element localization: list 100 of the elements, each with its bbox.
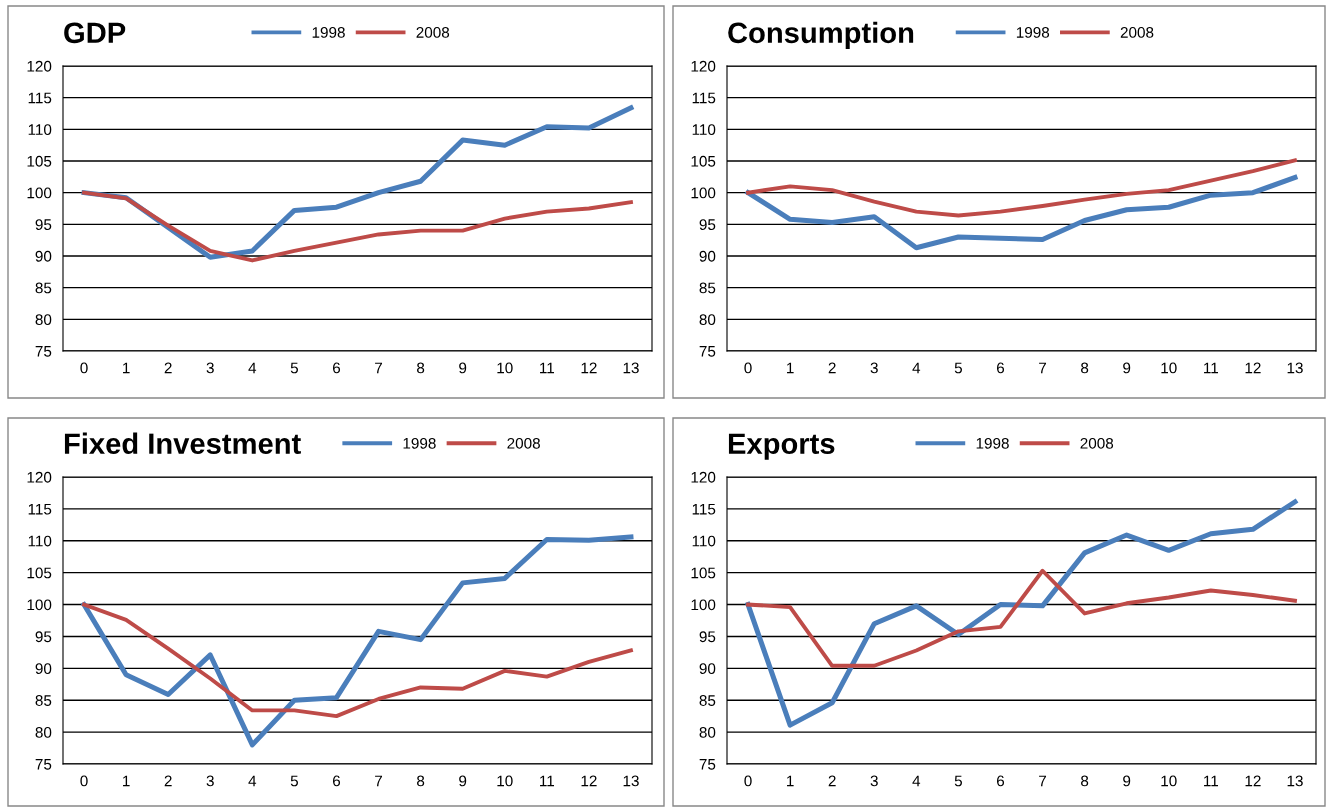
y-tick-label: 85 <box>699 695 716 706</box>
y-tick-label: 95 <box>699 219 716 231</box>
x-tick-label: 8 <box>417 362 425 374</box>
y-tick-label: 110 <box>28 124 52 136</box>
x-tick-label: 9 <box>1123 775 1131 787</box>
chart-title: Consumption <box>728 21 914 49</box>
y-tick-label: 105 <box>691 567 716 579</box>
y-tick-label: 80 <box>35 314 52 326</box>
y-tick-label: 80 <box>699 726 716 738</box>
x-tick-label: 4 <box>912 775 921 787</box>
y-tick-label: 110 <box>28 535 52 547</box>
x-tick-label: 2 <box>164 362 172 374</box>
y-tick-label: 115 <box>28 92 52 104</box>
y-tick-label: 115 <box>28 503 52 515</box>
x-tick-label: 7 <box>375 775 383 787</box>
x-tick-label: 5 <box>954 362 962 374</box>
x-tick-label: 4 <box>248 775 257 787</box>
x-tick-label: 6 <box>332 362 341 374</box>
y-tick-label: 105 <box>27 155 52 167</box>
y-tick-label: 80 <box>699 314 716 326</box>
y-tick-label: 120 <box>27 60 52 72</box>
y-tick-label: 100 <box>27 599 52 611</box>
x-tick-label: 4 <box>912 362 921 374</box>
x-tick-label: 13 <box>623 362 639 374</box>
x-tick-label: 13 <box>1287 775 1303 787</box>
x-tick-label: 3 <box>870 362 878 374</box>
y-tick-label: 85 <box>35 282 52 294</box>
x-tick-label: 6 <box>996 362 1005 374</box>
legend-label: 1998 <box>403 437 436 449</box>
x-tick-label: 7 <box>1039 362 1047 374</box>
y-tick-label: 105 <box>27 567 52 579</box>
x-tick-label: 10 <box>1161 362 1177 374</box>
y-tick-label: 90 <box>699 250 716 262</box>
x-tick-label: 8 <box>1081 362 1089 374</box>
y-tick-label: 95 <box>699 631 716 643</box>
x-tick-label: 12 <box>1245 775 1261 787</box>
x-tick-label: 1 <box>787 362 794 374</box>
line-series <box>82 602 633 719</box>
x-tick-label: 7 <box>375 362 383 374</box>
y-tick-label: 75 <box>35 346 52 357</box>
x-tick-label: 12 <box>581 775 597 787</box>
x-tick-label: 12 <box>581 362 597 374</box>
x-tick-label: 5 <box>954 775 962 787</box>
legend-label: 1998 <box>312 27 345 38</box>
x-tick-label: 2 <box>828 362 836 374</box>
y-tick-label: 100 <box>691 187 716 199</box>
line-series <box>82 190 633 263</box>
y-tick-label: 115 <box>692 92 716 104</box>
x-tick-label: 1 <box>123 775 130 787</box>
x-tick-label: 5 <box>290 775 298 787</box>
x-tick-label: 8 <box>417 775 425 787</box>
y-tick-label: 120 <box>691 60 716 72</box>
y-tick-label: 115 <box>692 503 716 515</box>
y-tick-label: 110 <box>692 535 716 547</box>
x-tick-label: 10 <box>497 775 513 787</box>
chart-title: GDP <box>64 22 126 44</box>
x-tick-label: 0 <box>80 362 88 374</box>
line-series <box>746 158 1297 218</box>
y-tick-label: 85 <box>35 695 52 706</box>
x-tick-label: 6 <box>332 775 341 787</box>
chart-title: Exports <box>728 433 835 460</box>
legend-label: 2008 <box>1120 27 1154 38</box>
chart-title: Fixed Investment <box>64 432 301 455</box>
x-tick-label: 6 <box>996 775 1005 787</box>
x-tick-label: 9 <box>459 775 467 787</box>
y-tick-label: 105 <box>691 155 716 167</box>
x-tick-label: 1 <box>787 775 794 787</box>
x-tick-label: 11 <box>1204 775 1219 787</box>
x-tick-label: 11 <box>540 775 555 787</box>
x-tick-label: 11 <box>540 362 555 374</box>
x-tick-label: 9 <box>459 362 467 374</box>
y-tick-label: 75 <box>35 759 52 770</box>
x-tick-label: 4 <box>248 362 257 374</box>
x-tick-label: 3 <box>870 775 878 787</box>
x-tick-label: 2 <box>164 775 172 787</box>
y-tick-label: 75 <box>699 346 716 357</box>
x-tick-label: 2 <box>828 775 836 787</box>
y-tick-label: 90 <box>35 663 52 675</box>
y-tick-label: 90 <box>35 250 52 262</box>
x-tick-label: 12 <box>1245 362 1261 374</box>
legend-label: 1998 <box>1016 27 1050 38</box>
y-tick-label: 75 <box>699 759 716 770</box>
x-tick-label: 1 <box>123 362 130 374</box>
x-tick-label: 0 <box>744 775 752 787</box>
x-tick-label: 13 <box>1287 362 1303 374</box>
y-tick-label: 110 <box>692 124 716 136</box>
x-tick-label: 9 <box>1123 362 1131 374</box>
legend-label: 2008 <box>507 437 540 449</box>
x-tick-label: 3 <box>206 775 214 787</box>
y-tick-label: 100 <box>27 187 52 199</box>
legend-label: 2008 <box>1080 437 1114 449</box>
x-tick-label: 10 <box>1161 775 1177 787</box>
x-tick-label: 3 <box>206 362 214 374</box>
x-tick-label: 11 <box>1204 362 1219 374</box>
x-tick-label: 0 <box>744 362 752 374</box>
y-tick-label: 100 <box>691 599 716 611</box>
legend-label: 2008 <box>416 27 450 38</box>
x-tick-label: 7 <box>1039 775 1047 787</box>
legend-label: 1998 <box>976 437 1009 449</box>
x-tick-label: 10 <box>497 362 513 374</box>
